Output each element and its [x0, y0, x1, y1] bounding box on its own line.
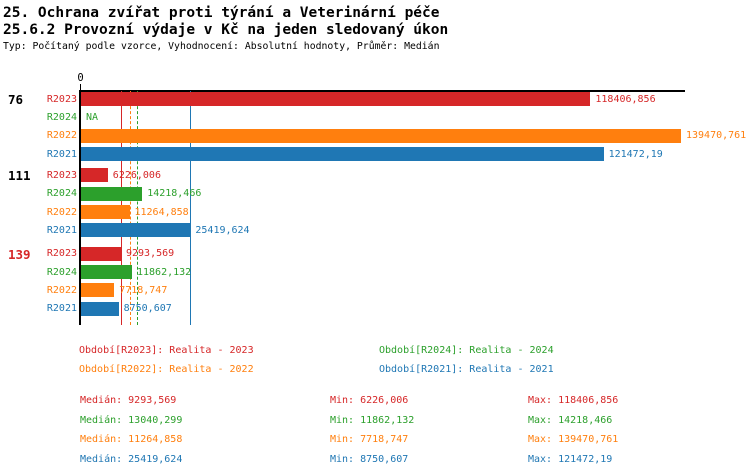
bar-76-r2022 [81, 128, 681, 143]
bar-value-label-111-r2022: 11264,858 [134, 206, 189, 218]
group-label-139: 139 [8, 246, 31, 262]
stat-max-r2022: Max: 139470,761 [528, 434, 619, 445]
row-label-r2024: R2024 [46, 111, 77, 123]
bar-value-label-76-r2024: NA [86, 111, 99, 123]
bar-111-r2023 [81, 168, 108, 183]
group-label-76: 76 [8, 92, 24, 107]
bar-139-r2022 [81, 283, 115, 298]
page-subtitle-indicator: 25.6.2 Provozní výdaje v Kč na jeden sle… [3, 22, 449, 38]
legend-item-r2023: Období[R2023]: Realita - 2023 [79, 345, 254, 356]
bar-value-label-139-r2022: 7718,747 [119, 284, 168, 296]
median-line-r2024 [137, 91, 139, 325]
bar-value-label-76-r2023: 118406,856 [595, 93, 656, 105]
median-line-r2021 [190, 91, 192, 325]
row-label-r2023: R2023 [46, 169, 77, 181]
row-label-r2024: R2024 [46, 266, 77, 278]
stat-median-r2024: Medián: 13040,299 [80, 415, 183, 426]
x-axis-line [79, 90, 685, 92]
bar-139-r2023 [81, 246, 121, 261]
row-label-r2022: R2022 [46, 284, 77, 296]
stat-max-r2024: Max: 14218,466 [528, 415, 613, 426]
bar-139-r2024 [81, 265, 132, 279]
bar-111-r2024 [81, 186, 143, 201]
x-axis-zero-tick-label: 0 [77, 72, 84, 84]
y-axis-line [79, 90, 81, 325]
bar-value-label-139-r2021: 8750,607 [123, 303, 172, 315]
bar-111-r2021 [81, 223, 191, 238]
stat-min-r2021: Min: 8750,607 [330, 454, 409, 465]
bar-76-r2021 [81, 147, 604, 161]
row-label-r2021: R2021 [46, 224, 77, 236]
row-label-r2021: R2021 [46, 303, 77, 315]
stat-median-r2023: Medián: 9293,569 [80, 395, 177, 406]
bar-76-r2023 [81, 92, 591, 106]
page-title: 25. Ochrana zvířat proti týrání a Veteri… [3, 5, 440, 21]
stat-median-r2021: Medián: 25419,624 [80, 454, 183, 465]
row-label-r2021: R2021 [46, 148, 77, 160]
stat-min-r2022: Min: 7718,747 [330, 434, 409, 445]
x-axis-zero-tick [80, 84, 81, 90]
median-line-r2022 [129, 91, 131, 325]
bar-111-r2022 [81, 205, 130, 219]
bar-value-label-139-r2024: 11862,132 [137, 266, 192, 278]
row-label-r2022: R2022 [46, 206, 77, 218]
stat-max-r2023: Max: 118406,856 [528, 395, 619, 406]
row-label-r2023: R2023 [46, 93, 77, 105]
bar-value-label-111-r2023: 6226,006 [112, 169, 161, 181]
row-label-r2023: R2023 [46, 248, 77, 260]
legend-item-r2022: Období[R2022]: Realita - 2022 [79, 364, 254, 375]
stat-median-r2022: Medián: 11264,858 [80, 434, 183, 445]
bar-value-label-139-r2023: 9293,569 [126, 248, 175, 260]
legend-item-r2024: Období[R2024]: Realita - 2024 [379, 345, 554, 356]
row-label-r2024: R2024 [46, 188, 77, 200]
stat-max-r2021: Max: 121472,19 [528, 454, 613, 465]
bar-value-label-76-r2022: 139470,761 [686, 130, 747, 142]
bar-139-r2021 [81, 301, 119, 316]
bar-value-label-111-r2024: 14218,466 [147, 188, 202, 200]
chart-meta-info: Typ: Počítaný podle vzorce, Vyhodnocení:… [3, 41, 440, 52]
row-label-r2022: R2022 [46, 130, 77, 142]
bar-value-label-111-r2021: 25419,624 [195, 224, 250, 236]
stat-min-r2024: Min: 11862,132 [330, 415, 415, 426]
bar-value-label-76-r2021: 121472,19 [608, 148, 663, 160]
group-label-111: 111 [8, 168, 31, 184]
legend-item-r2021: Období[R2021]: Realita - 2021 [379, 364, 554, 375]
stat-min-r2023: Min: 6226,006 [330, 395, 409, 406]
